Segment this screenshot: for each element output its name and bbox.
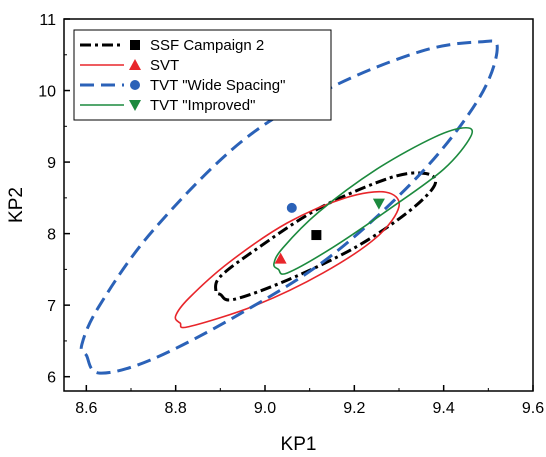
svt-legend-marker [129, 59, 141, 70]
x-tick-label: 9.2 [343, 400, 365, 417]
ssf-campaign-2-legend-label: SSF Campaign 2 [150, 37, 264, 54]
ssf-campaign-2-legend-marker [130, 40, 140, 50]
y-tick-label: 6 [47, 370, 56, 387]
y-axis-title: KP2 [6, 187, 27, 223]
tvt-improved-point [372, 198, 385, 210]
svt-legend-label: SVT [150, 57, 179, 74]
svt-point [274, 252, 287, 264]
tvt-improved-ellipse [273, 126, 474, 275]
x-axis-title: KP1 [281, 434, 317, 455]
tvt-wide-spacing-ellipse [79, 39, 499, 375]
x-tick-label: 9.0 [254, 400, 276, 417]
tvt-improved-legend-label: TVT "Improved" [150, 97, 255, 114]
plot-frame [63, 18, 534, 392]
data-points [274, 198, 385, 264]
x-tick-label: 9.6 [522, 400, 544, 417]
x-tick-label: 8.6 [75, 400, 97, 417]
x-tick-label: 8.8 [165, 400, 187, 417]
y-tick-label: 7 [47, 298, 56, 315]
tvt-wide-spacing-point [286, 202, 297, 213]
x-axis-ticks: 8.6 8.8 9.0 9.2 9.4 9.6 [75, 385, 544, 417]
tvt-wide-spacing-legend-label: TVT "Wide Spacing" [150, 77, 285, 94]
y-axis-ticks: 6 7 8 9 10 11 [38, 12, 70, 387]
confidence-ellipses [79, 39, 499, 375]
tvt-wide-spacing-legend-marker [130, 80, 140, 90]
tvt-improved-legend-marker [129, 100, 141, 111]
y-tick-label: 10 [38, 84, 56, 101]
legend: SSF Campaign 2 SVT TVT "Wide Spacing" TVT "… [73, 29, 332, 121]
y-tick-label: 9 [47, 155, 56, 172]
ssf-campaign-2-point [311, 230, 322, 241]
x-tick-label: 9.4 [433, 400, 455, 417]
ssf-campaign-2-ellipse [214, 171, 438, 302]
y-tick-label: 11 [39, 12, 56, 29]
y-tick-label: 8 [47, 227, 56, 244]
